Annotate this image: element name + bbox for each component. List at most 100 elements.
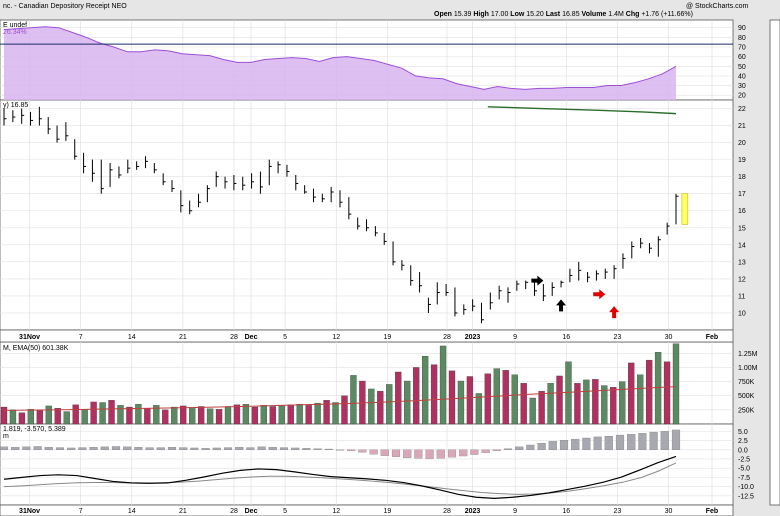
volume-bar xyxy=(323,400,330,425)
x-tick-label-top: 12 xyxy=(332,334,340,341)
volume-bar xyxy=(251,406,259,425)
macd-histogram-bar xyxy=(335,449,345,451)
volume-tick-label: 750K xyxy=(738,379,755,386)
x-tick-label-bottom: 28 xyxy=(230,508,238,515)
price-tick-label: 14 xyxy=(738,242,746,249)
black-arrow-up-icon xyxy=(556,299,567,312)
chart-title: nc. - Canadian Depository Receipt NEO xyxy=(3,3,127,10)
macd-histogram-bar xyxy=(436,449,445,459)
x-tick-label-bottom: 21 xyxy=(179,508,187,515)
macd-histogram-bar xyxy=(167,447,177,450)
volume-bar xyxy=(90,401,97,425)
price-tick-label: 22 xyxy=(738,106,746,113)
volume-bar xyxy=(610,387,617,425)
volume-bar xyxy=(395,371,402,425)
macd-histogram-bar xyxy=(156,447,165,450)
date-strip-top xyxy=(0,329,734,343)
price-tick-label: 19 xyxy=(738,157,746,164)
volume-ema-line xyxy=(3,386,677,411)
volume-bar xyxy=(430,364,438,425)
macd-histogram-bar xyxy=(414,449,423,459)
macd-histogram-bar xyxy=(347,449,356,452)
volume-bar xyxy=(63,411,70,425)
macd-histogram-bar xyxy=(671,429,681,450)
macd-histogram-bar xyxy=(33,446,42,450)
rsi-area xyxy=(4,26,676,101)
price-highlight-box xyxy=(681,193,689,225)
rsi-tick-label: 90 xyxy=(738,25,746,32)
macd-histogram-bar xyxy=(391,449,401,457)
ohlc-readout: Open 15.39 High 17.00 Low 15.20 Last 16.… xyxy=(434,11,693,18)
volume-bar xyxy=(314,402,321,425)
macd-histogram-bar xyxy=(593,436,602,450)
price-tick-label: 12 xyxy=(738,276,746,283)
volume-bar xyxy=(36,410,43,425)
macd-histogram-bar xyxy=(201,448,210,450)
macd-line xyxy=(3,455,677,499)
macd-histogram-bar xyxy=(89,447,98,450)
volume-bar xyxy=(413,367,420,425)
volume-bar xyxy=(0,406,8,425)
macd-histogram-bar xyxy=(425,449,434,459)
volume-bar xyxy=(502,370,509,425)
x-tick-label-top: 7 xyxy=(79,334,83,341)
volume-bar xyxy=(233,404,241,425)
volume-bar xyxy=(538,391,545,425)
ohlc-chg: Chg +1.76 (+11.66%) xyxy=(625,11,693,18)
macd-histogram-bar xyxy=(403,449,412,459)
rsi-tick-label: 40 xyxy=(738,73,746,80)
macd-histogram-bar xyxy=(257,446,266,450)
volume-bar xyxy=(269,406,276,425)
volume-label: M, EMA(50) 601.38K xyxy=(3,345,69,352)
volume-bar xyxy=(305,405,312,425)
price-tick-label: 20 xyxy=(738,140,746,147)
price-tick-label: 16 xyxy=(738,208,746,215)
volume-bar xyxy=(377,391,384,425)
macd-histogram-bar xyxy=(537,442,546,450)
volume-bar xyxy=(404,380,411,425)
x-tick-label-bottom: Feb xyxy=(706,508,718,515)
macd-histogram-bar xyxy=(548,441,557,450)
macd-tick-label: -2.5 xyxy=(738,456,750,463)
volume-bar xyxy=(224,406,232,425)
x-tick-label-top: 2023 xyxy=(465,334,481,341)
macd-histogram-bar xyxy=(526,444,535,450)
rsi-tick-label: 20 xyxy=(738,93,746,100)
macd-histogram-bar xyxy=(111,446,121,450)
macd-tick-label: -10.0 xyxy=(738,484,754,491)
macd-histogram-bar xyxy=(470,449,479,455)
volume-bar xyxy=(484,373,491,425)
macd-histogram-bar xyxy=(481,449,490,453)
macd-histogram-bar xyxy=(492,449,501,452)
macd-tick-label: -12.5 xyxy=(738,493,754,500)
x-tick-label-bottom: 7 xyxy=(79,508,83,515)
volume-bar xyxy=(197,406,205,425)
x-tick-label-bottom: 30 xyxy=(665,508,673,515)
ohlc-low: Low 15.20 xyxy=(510,11,546,18)
x-tick-label-top: Feb xyxy=(706,334,718,341)
volume-bar xyxy=(350,375,357,425)
macd-histogram-bar xyxy=(279,447,289,450)
volume-bar xyxy=(9,409,17,425)
price-ema-line xyxy=(487,106,677,115)
ohlc-open: Open 15.39 xyxy=(434,11,474,18)
price-tick-label: 13 xyxy=(738,259,746,266)
volume-bar xyxy=(556,375,563,425)
volume-tick-label: 250K xyxy=(738,407,755,414)
macd-histogram-bar xyxy=(358,449,367,453)
macd-histogram-bar xyxy=(0,446,9,450)
macd-tick-label: -7.5 xyxy=(738,475,750,482)
macd-histogram-bar xyxy=(179,447,188,450)
volume-bar xyxy=(368,388,375,425)
x-tick-label-bottom: 28 xyxy=(443,508,451,515)
volume-bar xyxy=(663,361,671,425)
rsi-tick-label: 80 xyxy=(738,35,746,42)
macd-histogram-bar xyxy=(649,431,658,450)
volume-bar xyxy=(153,405,160,425)
volume-bar xyxy=(81,409,88,425)
macd-histogram-bar xyxy=(223,447,233,450)
macd-histogram-bar xyxy=(515,446,524,450)
rsi-line xyxy=(3,26,677,90)
macd-histogram-bar xyxy=(380,449,389,456)
